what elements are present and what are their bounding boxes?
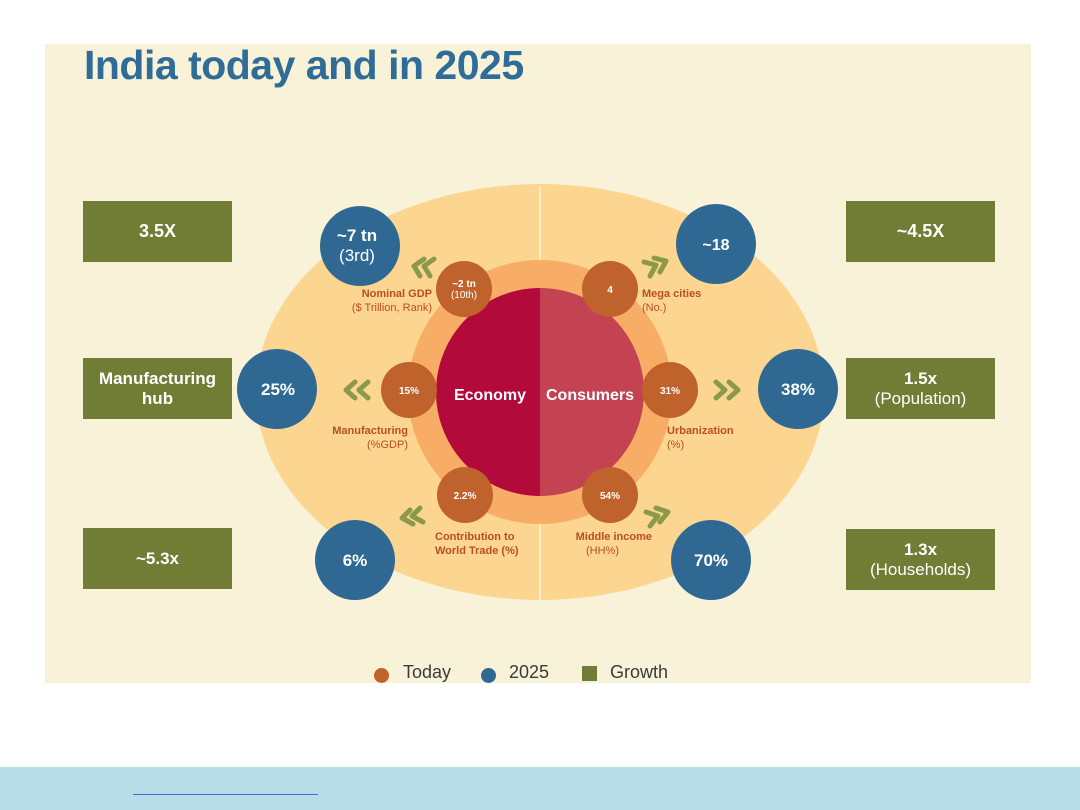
mega-cities-today-circle (582, 261, 638, 317)
urbanization-2025-circle (758, 349, 838, 429)
growth-box-nominal-gdp: 3.5X (83, 201, 232, 262)
growth-value: 3.5X (138, 221, 177, 242)
world-trade-2025-value: 6% (343, 551, 368, 570)
growth-box-world-trade: ~5.3x (83, 528, 232, 589)
consumers-half (540, 288, 644, 496)
world-trade-today-circle (437, 467, 493, 523)
legend-2025-dot (481, 668, 496, 683)
nominal-gdp-2025-value: ~7 tn (337, 226, 377, 245)
economy-half (436, 288, 540, 496)
nominal-gdp-today-circle (436, 261, 492, 317)
urbanization-2025-value: 38% (781, 380, 815, 399)
mega-cities-2025-circle (676, 204, 756, 284)
manufacturing-unit: (%GDP) (367, 439, 408, 451)
growth-sub: (Population) (874, 388, 967, 408)
chevron-right-icon (713, 379, 741, 401)
world-trade-label: Contribution to (435, 531, 515, 543)
growth-value: 1.3x (903, 539, 938, 559)
middle-income-2025-value: 70% (694, 551, 728, 570)
chevron-left-icon (343, 379, 371, 401)
urbanization-label: Urbanization (667, 425, 734, 437)
middle-income-today-circle (582, 467, 638, 523)
nominal-gdp-today-sub: (10th) (451, 290, 477, 301)
economy-label: Economy (454, 387, 526, 404)
growth-box-manufacturing: Manufacturing hub (83, 358, 232, 419)
nominal-gdp-2025-circle (320, 206, 400, 286)
legend-growth-square (582, 666, 597, 681)
world-trade-today-value: 2.2% (454, 491, 477, 502)
growth-value: ~4.5X (896, 221, 945, 242)
page-title: India today and in 2025 (84, 42, 524, 88)
chevron-left-icon (399, 505, 426, 527)
mega-cities-label: Mega cities (642, 288, 701, 300)
mega-cities-unit: (No.) (642, 302, 666, 314)
mega-cities-today-value: 4 (607, 285, 613, 296)
urbanization-today-circle (642, 362, 698, 418)
growth-value: Manufacturing (98, 368, 217, 388)
legend-today-dot (374, 668, 389, 683)
growth-box-urbanization: 1.5x (Population) (846, 358, 995, 419)
nominal-gdp-2025-sub: (3rd) (339, 246, 375, 265)
mega-cities-2025-value: ~18 (702, 237, 729, 254)
middle-income-today-value: 54% (600, 491, 620, 502)
world-trade-2025-circle (315, 520, 395, 600)
legend-2025-label: 2025 (509, 662, 550, 682)
growth-value: ~5.3x (135, 548, 179, 568)
legend-today-label: Today (403, 662, 452, 682)
manufacturing-2025-value: 25% (261, 380, 295, 399)
chevron-left-icon (411, 256, 437, 279)
growth-box-mega-cities: ~4.5X (846, 201, 995, 262)
chevron-right-icon (643, 505, 671, 529)
manufacturing-today-circle (381, 362, 437, 418)
nominal-gdp-label: Nominal GDP (362, 288, 432, 300)
manufacturing-label: Manufacturing (332, 425, 408, 437)
middle-income-label: Middle income (576, 531, 652, 543)
chevron-right-icon (641, 255, 669, 279)
growth-sub: (Households) (869, 559, 972, 579)
growth-value: 1.5x (903, 368, 938, 388)
urbanization-today-value: 31% (660, 386, 680, 397)
consumers-label: Consumers (546, 387, 634, 404)
world-trade-unit: World Trade (%) (435, 545, 519, 557)
footer-bar (0, 767, 1080, 810)
urbanization-unit: (%) (667, 439, 684, 451)
footer-link[interactable] (133, 794, 318, 795)
growth-box-middle-income: 1.3x (Households) (846, 529, 995, 590)
nominal-gdp-unit: ($ Trillion, Rank) (352, 302, 432, 314)
legend-growth-label: Growth (610, 662, 669, 682)
manufacturing-2025-circle (237, 349, 317, 429)
nominal-gdp-today-value: ~2 tn (452, 279, 476, 290)
growth-sub: hub (141, 388, 174, 408)
manufacturing-today-value: 15% (399, 386, 419, 397)
middle-income-2025-circle (671, 520, 751, 600)
middle-income-unit: (HH%) (586, 545, 619, 557)
